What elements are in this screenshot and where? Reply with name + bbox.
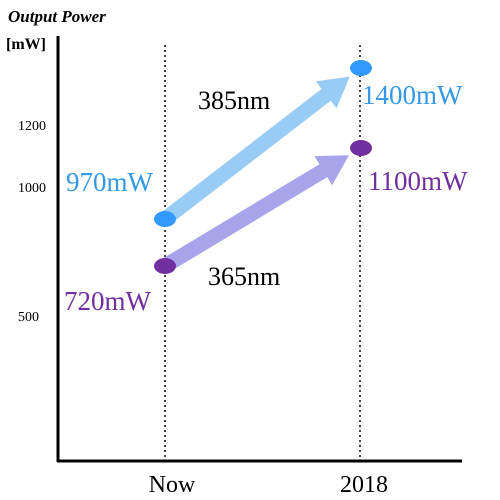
data-label-365nm-2018: 1100mW (368, 166, 468, 196)
x-tick-label-now: Now (149, 472, 196, 498)
trend-arrow-385nm (160, 76, 350, 225)
data-point-365nm-now (154, 258, 176, 274)
series-name-365nm: 365nm (208, 262, 280, 291)
y-tick-label-500: 500 (18, 310, 39, 325)
data-point-385nm-2018 (350, 60, 372, 76)
y-tick-label-1000: 1000 (18, 181, 46, 196)
chart-title: Output Power (8, 7, 106, 26)
x-tick-label-2018: 2018 (340, 472, 388, 498)
data-label-365nm-now: 720mW (64, 286, 152, 316)
data-label-385nm-now: 970mW (66, 167, 154, 197)
trend-arrow-365nm (161, 155, 349, 273)
y-axis-label: [mW] (6, 36, 46, 53)
data-point-365nm-2018 (350, 140, 372, 156)
data-point-385nm-now (154, 211, 176, 227)
y-tick-label-1200: 1200 (18, 119, 46, 134)
data-label-385nm-2018: 1400mW (362, 80, 463, 110)
series-name-385nm: 385nm (198, 86, 270, 115)
